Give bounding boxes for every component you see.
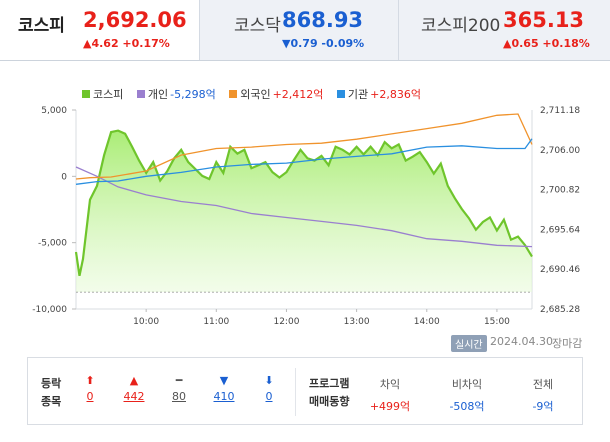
breadth-falling[interactable]: ▼ 410 <box>204 374 244 403</box>
tab-kospi-change: ▲4.62 +0.17% <box>83 37 170 50</box>
legend-individual-label: 개인 <box>147 88 169 101</box>
y-left-tick: -5,000 <box>38 239 67 249</box>
legend-institution-value: +2,836억 <box>370 88 421 101</box>
program-total-value: -9억 <box>532 400 554 413</box>
y-left-tick: 0 <box>61 172 67 182</box>
legend-institution-swatch <box>336 90 345 98</box>
kospi-line <box>74 129 533 277</box>
tab-kospi-value: 2,692.06 <box>83 8 187 32</box>
tab-kospi200-value: 365.13 <box>503 8 585 32</box>
foreign-line <box>75 113 533 180</box>
intraday-chart[interactable]: 5,000 0 -5,000 -10,000 2,711.18 2,706.00 2,700… <box>0 0 610 330</box>
rising-arrow-icon: ▲ <box>129 374 139 387</box>
legend-foreign[interactable]: 외국인 +2,412억 <box>229 86 323 102</box>
program-arbitrage: 차익 +499억 <box>355 376 425 414</box>
program-non-arbitrage: 비차익 -508억 <box>432 376 502 414</box>
program-label-2: 매매동향 <box>309 395 350 408</box>
program-total: 전체 -9억 <box>508 376 578 414</box>
legend-individual-swatch <box>136 90 145 98</box>
unchanged-arrow-icon: ━ <box>175 374 183 387</box>
market-summary: 등락 종목 ⬆ 0 ▲ 442 ━ 80 ▼ 410 ⬇ 0 프로그램 매매동향 차익 +499억 비… <box>27 357 583 425</box>
program-arbitrage-value: +499억 <box>369 400 411 413</box>
legend-individual-value: -5,298억 <box>170 88 216 101</box>
y-left-tick: -10,000 <box>32 305 67 315</box>
breadth-rising-count[interactable]: 442 <box>123 390 145 403</box>
individual-line <box>75 166 533 248</box>
program-non-arbitrage-value: -508억 <box>449 400 485 413</box>
upper-limit-arrow-icon: ⬆ <box>85 374 95 387</box>
chart-ticks: 5,000 0 -5,000 -10,000 2,711.18 2,706.00 2,700… <box>32 106 580 327</box>
tab-kosdaq-change: ▼0.79 -0.09% <box>282 37 365 50</box>
legend-institution-label: 기관 <box>347 88 369 101</box>
x-tick: 11:00 <box>203 317 229 327</box>
falling-arrow-icon: ▼ <box>219 374 229 387</box>
y-right-tick: 2,700.82 <box>540 186 580 196</box>
realtime-badge: 실시간 <box>451 335 487 352</box>
summary-divider <box>295 368 296 416</box>
y-left-tick: 5,000 <box>41 106 67 116</box>
breadth-label-2: 종목 <box>41 395 62 408</box>
legend-kospi-swatch <box>82 90 90 98</box>
tab-kospi-name: 코스피 <box>18 16 65 36</box>
breadth-upper-limit[interactable]: ⬆ 0 <box>70 374 110 403</box>
breadth-falling-count[interactable]: 410 <box>213 390 235 403</box>
index-tabs: 코스피 2,692.06 ▲4.62 +0.17% 코스닥 868.93 ▼0.… <box>0 0 610 61</box>
program-label-1: 프로그램 <box>309 377 350 390</box>
program-arbitrage-header: 차익 <box>379 378 401 391</box>
tab-kosdaq-name: 코스닥 <box>234 16 281 36</box>
breadth-upper-limit-count[interactable]: 0 <box>86 390 94 403</box>
x-tick: 15:00 <box>484 317 510 327</box>
chart-legend: 코스피 개인 -5,298억 외국인 +2,412억 기관 +2,836억 <box>82 86 431 102</box>
tab-kospi200-name: 코스피200 <box>421 16 501 36</box>
x-tick: 14:00 <box>414 317 440 327</box>
tab-kospi200[interactable]: 코스피200 365.13 ▲0.65 +0.18% <box>398 0 610 60</box>
program-non-arbitrage-header: 비차익 <box>451 378 483 391</box>
y-right-tick: 2,711.18 <box>540 106 580 116</box>
legend-individual[interactable]: 개인 -5,298억 <box>136 86 216 102</box>
chart-series <box>74 113 533 292</box>
x-tick: 12:00 <box>273 317 299 327</box>
y-right-tick: 2,685.28 <box>540 305 580 315</box>
y-right-tick: 2,690.46 <box>540 265 580 275</box>
tab-kosdaq-value: 868.93 <box>282 8 364 32</box>
tab-kospi[interactable]: 코스피 2,692.06 ▲4.62 +0.17% <box>0 0 199 60</box>
market-status: 장마감 <box>552 337 583 350</box>
breadth-rising[interactable]: ▲ 442 <box>114 374 154 403</box>
legend-foreign-label: 외국인 <box>240 88 271 101</box>
legend-foreign-swatch <box>229 90 238 98</box>
tab-kosdaq[interactable]: 코스닥 868.93 ▼0.79 -0.09% <box>199 0 398 60</box>
legend-foreign-value: +2,412억 <box>272 88 324 101</box>
legend-institution[interactable]: 기관 +2,836억 <box>336 86 421 102</box>
legend-kospi-label: 코스피 <box>93 88 124 101</box>
y-right-tick: 2,695.64 <box>540 225 580 235</box>
legend-kospi[interactable]: 코스피 <box>82 86 123 102</box>
chart-date: 2024.04.30 <box>490 335 553 348</box>
program-total-header: 전체 <box>532 378 554 391</box>
breadth-lower-limit[interactable]: ⬇ 0 <box>249 374 289 403</box>
breadth-unchanged[interactable]: ━ 80 <box>159 374 199 403</box>
breadth-lower-limit-count[interactable]: 0 <box>265 390 273 403</box>
breadth-label-1: 등락 <box>41 377 62 390</box>
tab-kospi200-change: ▲0.65 +0.18% <box>503 37 590 50</box>
x-tick: 10:00 <box>133 317 159 327</box>
institution-line <box>75 138 533 185</box>
lower-limit-arrow-icon: ⬇ <box>264 374 274 387</box>
y-right-tick: 2,706.00 <box>540 146 580 156</box>
breadth-unchanged-count[interactable]: 80 <box>172 390 186 403</box>
x-tick: 13:00 <box>344 317 370 327</box>
